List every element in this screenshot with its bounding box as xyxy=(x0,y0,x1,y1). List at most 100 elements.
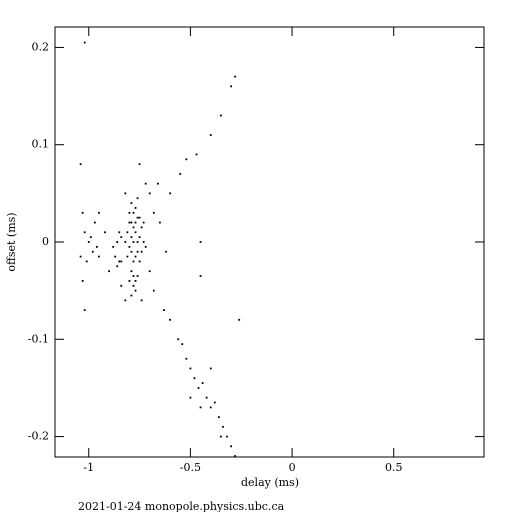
point xyxy=(136,197,139,200)
point xyxy=(148,192,151,195)
point xyxy=(98,211,100,214)
y-tick-label: -0.2 xyxy=(28,430,49,443)
x-tick-label: 0.5 xyxy=(385,461,403,474)
point xyxy=(128,245,131,248)
point xyxy=(132,211,135,214)
point xyxy=(185,158,188,161)
point xyxy=(209,367,212,370)
point xyxy=(238,318,241,321)
point xyxy=(230,445,232,448)
point xyxy=(132,226,135,229)
point xyxy=(201,382,204,384)
point xyxy=(85,260,88,263)
point xyxy=(132,260,135,263)
point xyxy=(144,182,147,185)
point xyxy=(152,289,155,292)
point xyxy=(124,192,127,195)
point xyxy=(130,270,133,273)
point xyxy=(136,241,139,243)
point xyxy=(148,270,151,273)
point xyxy=(116,265,119,268)
point xyxy=(128,211,131,214)
point xyxy=(209,406,212,409)
point xyxy=(87,241,90,243)
point xyxy=(132,284,135,287)
point xyxy=(142,221,145,224)
point xyxy=(112,245,115,248)
point xyxy=(205,396,208,399)
point xyxy=(195,153,198,156)
point xyxy=(95,245,98,248)
point xyxy=(91,250,94,253)
point xyxy=(159,221,161,224)
point xyxy=(138,260,141,263)
point xyxy=(134,289,137,292)
point xyxy=(79,163,82,166)
point xyxy=(220,435,222,438)
point xyxy=(136,216,139,219)
point xyxy=(126,231,129,234)
x-tick-label: -1 xyxy=(83,461,94,474)
point xyxy=(83,309,86,311)
point xyxy=(144,245,147,248)
point xyxy=(93,221,96,224)
x-tick-label: -0.5 xyxy=(180,461,201,474)
point xyxy=(169,192,171,195)
point xyxy=(83,231,86,234)
point xyxy=(179,173,182,175)
point xyxy=(138,163,141,166)
point xyxy=(134,255,137,258)
point xyxy=(114,255,117,258)
point xyxy=(134,231,137,234)
point xyxy=(189,396,192,399)
point xyxy=(226,435,228,438)
point xyxy=(116,241,119,243)
point xyxy=(120,260,123,263)
point xyxy=(165,250,167,253)
point xyxy=(163,309,165,311)
point xyxy=(132,241,135,243)
point xyxy=(134,221,137,224)
point xyxy=(177,338,180,341)
point xyxy=(209,134,212,136)
point xyxy=(134,280,137,282)
point xyxy=(197,387,200,389)
point xyxy=(98,255,100,258)
point xyxy=(130,250,133,253)
point xyxy=(79,255,82,258)
point xyxy=(81,280,84,282)
y-tick-label: 0.1 xyxy=(32,138,50,151)
point xyxy=(124,299,127,302)
point xyxy=(156,182,159,185)
point xyxy=(124,241,127,243)
point xyxy=(126,255,129,258)
point xyxy=(128,280,131,282)
point xyxy=(193,377,196,380)
point xyxy=(132,275,135,277)
point xyxy=(140,250,143,253)
point xyxy=(189,367,192,370)
plot-frame xyxy=(54,26,485,458)
point xyxy=(104,231,106,234)
point xyxy=(134,207,137,209)
x-axis-label: delay (ms) xyxy=(241,476,299,489)
point xyxy=(169,318,171,321)
point xyxy=(118,231,121,234)
point xyxy=(130,236,133,239)
point xyxy=(138,216,141,219)
point xyxy=(130,294,133,297)
footer: 2021-01-24 monopole.physics.ubc.ca xyxy=(78,500,285,512)
point xyxy=(230,85,232,88)
y-axis-label: offset (ms) xyxy=(5,212,18,271)
point xyxy=(234,75,237,78)
point xyxy=(89,236,92,239)
point xyxy=(138,236,141,239)
point xyxy=(181,343,184,346)
point xyxy=(136,250,139,253)
point xyxy=(81,211,84,214)
point xyxy=(220,114,222,117)
point xyxy=(222,425,224,428)
point xyxy=(217,416,220,419)
y-tick-label: 0.2 xyxy=(32,40,50,53)
